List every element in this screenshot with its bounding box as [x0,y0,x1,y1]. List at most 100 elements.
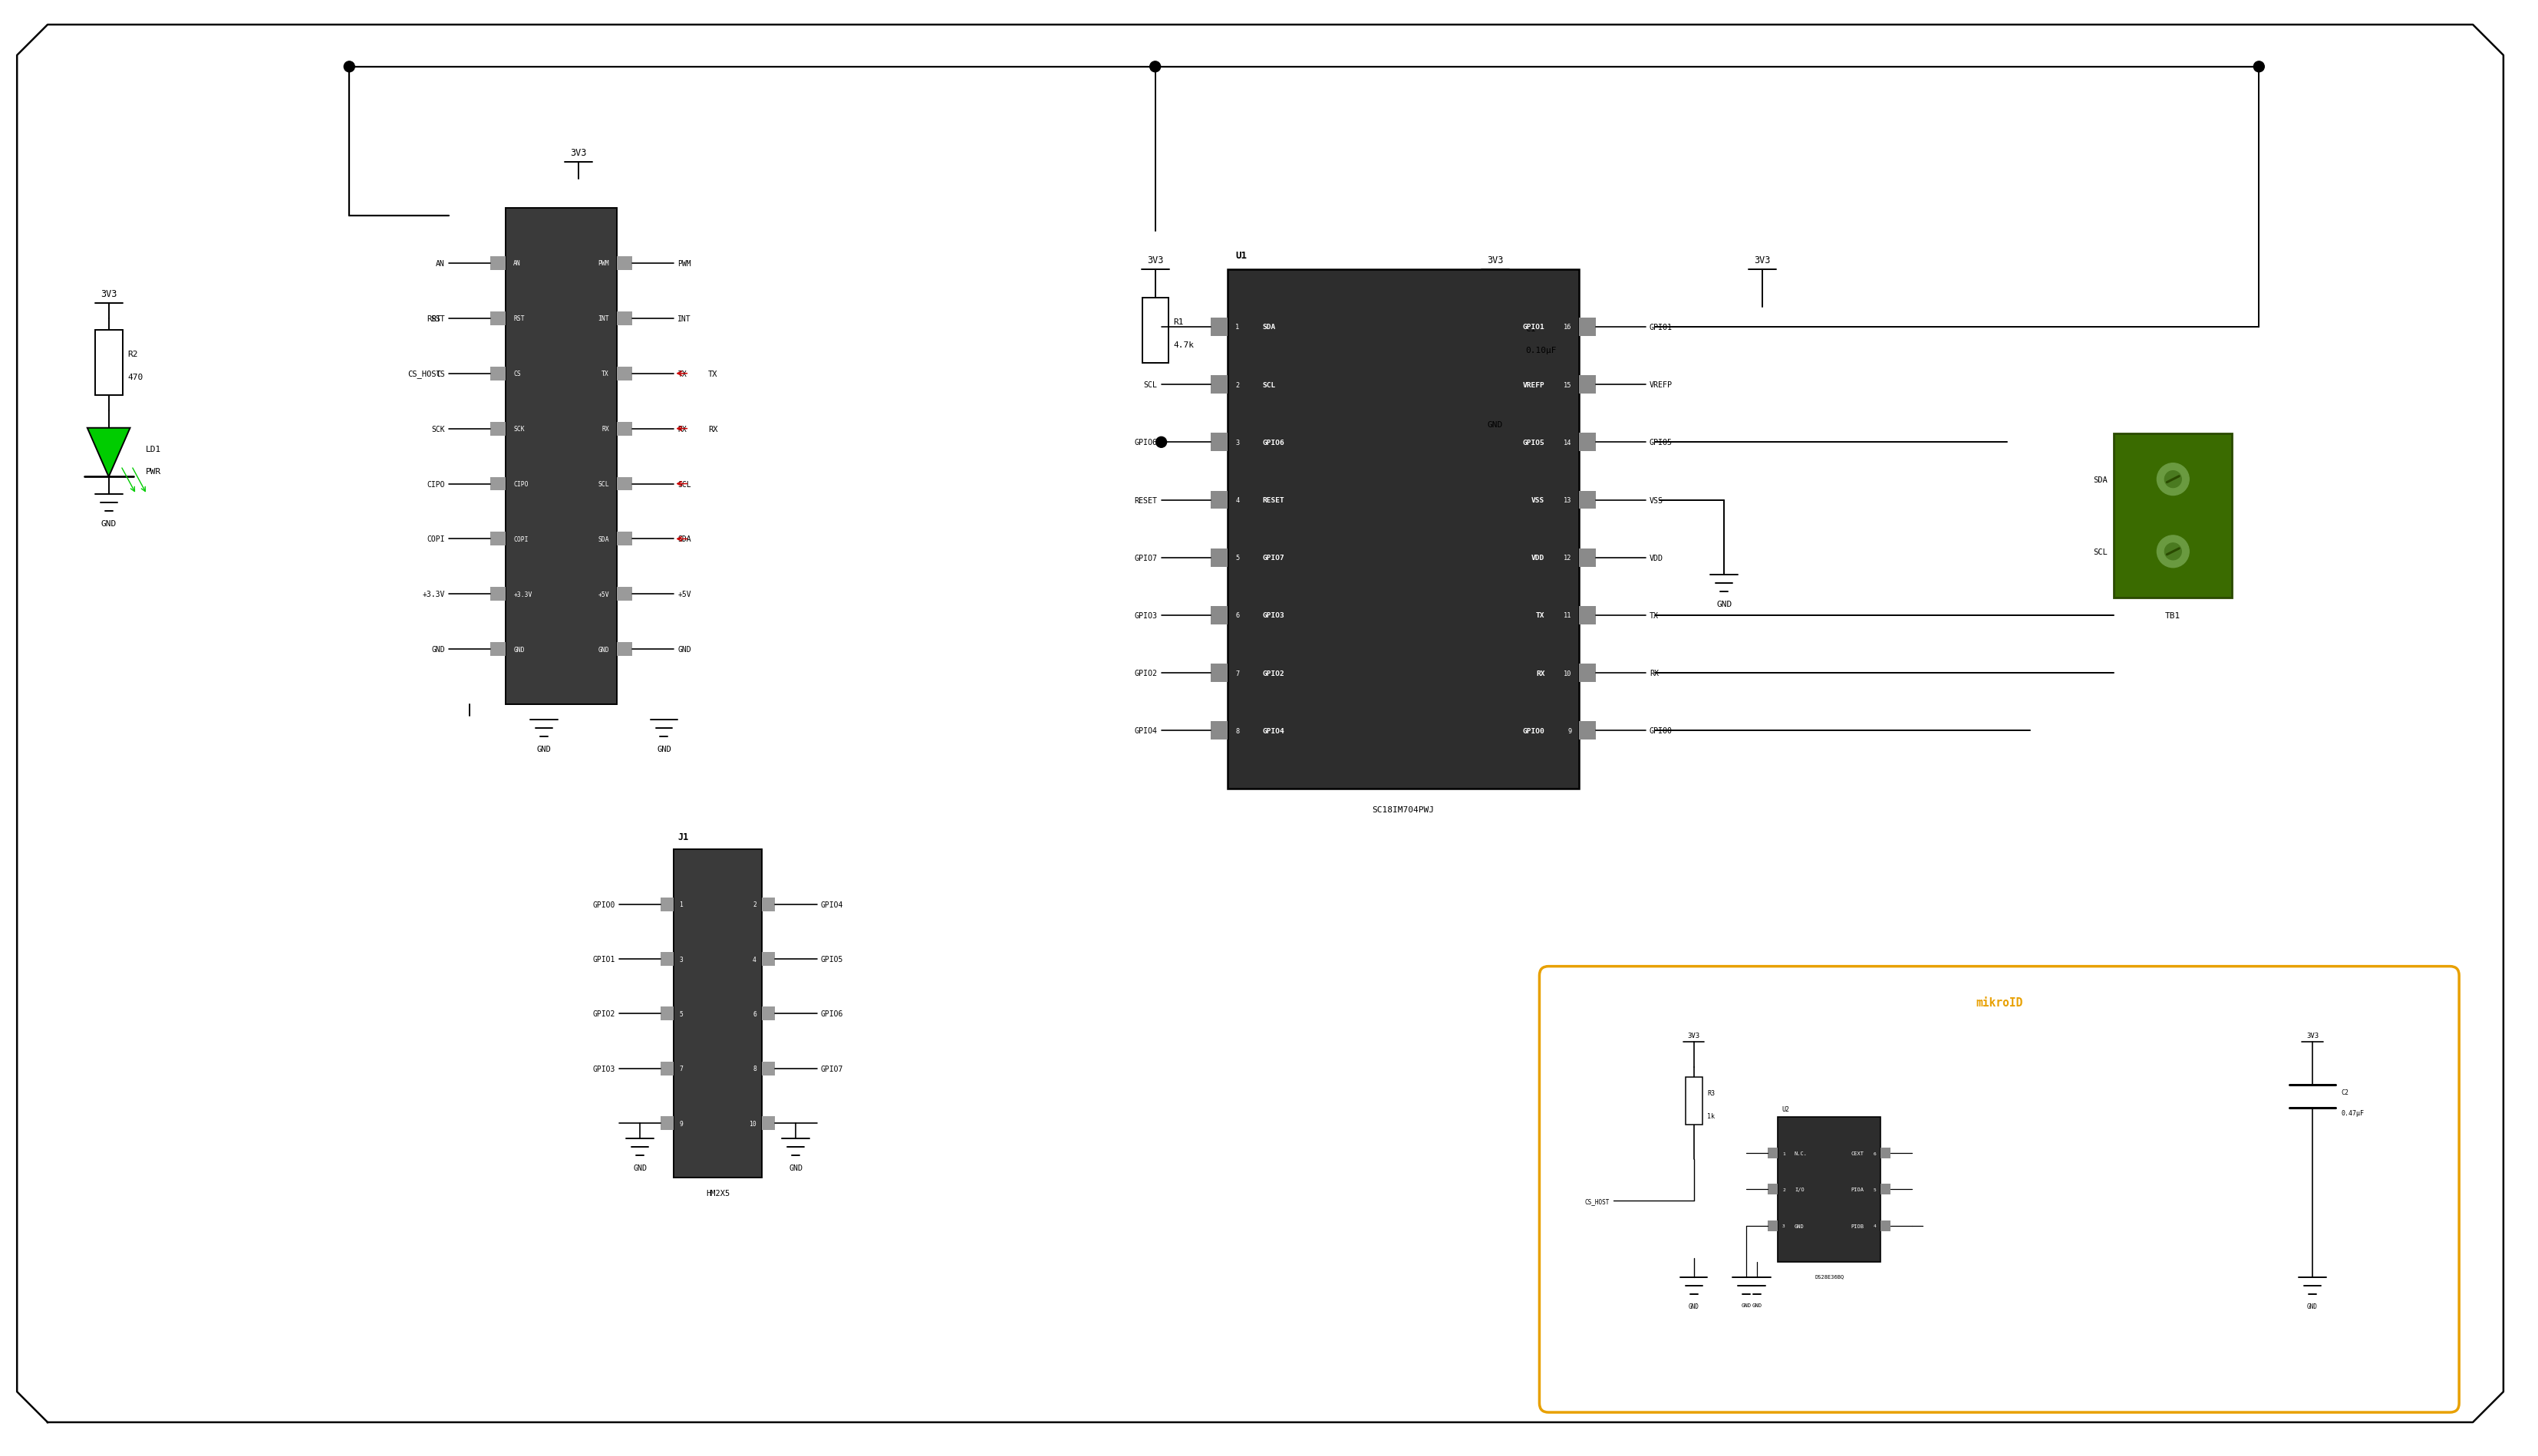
Bar [1579,491,1596,510]
Bar [617,312,632,326]
Bar [1769,1220,1777,1232]
Text: +3.3V: +3.3V [421,591,444,598]
Bar [617,422,632,435]
Bar [1211,491,1228,510]
Text: GND: GND [1741,1303,1751,1307]
Text: GPIO5: GPIO5 [1523,440,1546,446]
Text: GND: GND [789,1163,802,1172]
Text: GND: GND [599,646,609,654]
Bar [1228,269,1579,789]
Text: GND: GND [1716,600,1731,607]
Bar [1142,298,1167,364]
Bar [1211,607,1228,625]
Text: N.C.: N.C. [1794,1150,1807,1156]
Text: 3V3: 3V3 [1147,255,1162,265]
Text: 10: 10 [749,1120,756,1127]
Text: 3V3: 3V3 [571,149,586,159]
Bar [1881,1220,1891,1232]
Text: 3V3: 3V3 [1487,255,1502,265]
Text: C2: C2 [2343,1089,2350,1096]
Text: 14: 14 [1563,440,1571,446]
Text: GPIO7: GPIO7 [820,1064,843,1073]
Text: GPIO2: GPIO2 [591,1010,614,1018]
Text: 1: 1 [680,901,683,909]
Text: TX: TX [708,370,718,377]
Text: 4: 4 [1236,496,1239,504]
Text: GPIO0: GPIO0 [1650,727,1673,735]
Text: 2: 2 [1236,381,1239,389]
Text: R3: R3 [1708,1089,1716,1096]
Text: GPIO1: GPIO1 [1523,323,1546,331]
Text: GND: GND [1688,1303,1698,1309]
Bar [490,588,505,601]
Text: GND: GND [1751,1303,1761,1307]
Text: C1: C1 [1525,325,1535,333]
Text: RX: RX [602,425,609,432]
Circle shape [1155,437,1167,448]
Text: 0.10μF: 0.10μF [1525,347,1556,354]
Text: 16: 16 [1563,323,1571,331]
Text: 1k: 1k [1708,1112,1716,1120]
Text: RST: RST [513,316,525,322]
Text: TX: TX [602,370,609,377]
Text: RX: RX [708,425,718,432]
Bar [1579,664,1596,683]
Text: GPIO2: GPIO2 [1261,670,1284,677]
Text: GPIO7: GPIO7 [1134,555,1157,562]
Text: GPIO3: GPIO3 [1134,612,1157,619]
Text: 8: 8 [754,1066,756,1072]
Bar [1685,1077,1703,1124]
Bar [1211,434,1228,451]
Bar [761,1061,774,1076]
Text: AN: AN [437,259,444,268]
Bar [617,367,632,381]
Text: 13: 13 [1563,496,1571,504]
Text: GPIO7: GPIO7 [1261,555,1284,562]
Text: 10: 10 [1563,670,1571,677]
Text: 6: 6 [1236,612,1239,619]
Text: VREFP: VREFP [1523,381,1546,389]
Text: I/O: I/O [1794,1187,1805,1192]
Circle shape [1150,63,1160,73]
Text: R1: R1 [1173,317,1183,326]
Text: 7: 7 [680,1066,683,1072]
Text: GPIO1: GPIO1 [1650,323,1673,331]
Text: GND: GND [513,646,525,654]
Text: GPIO4: GPIO4 [820,901,843,909]
Text: +5V: +5V [599,591,609,598]
Text: 4: 4 [1873,1224,1876,1227]
Text: U1: U1 [1236,250,1246,261]
Bar [675,850,761,1178]
Bar [1579,549,1596,568]
FancyBboxPatch shape [1541,967,2459,1412]
Text: SCK: SCK [431,425,444,432]
Bar [761,897,774,911]
Text: COPI: COPI [513,536,528,543]
Text: 3V3: 3V3 [1688,1032,1700,1040]
Bar [617,588,632,601]
Bar [490,422,505,435]
Text: GPIO2: GPIO2 [1134,670,1157,677]
Text: 8: 8 [1236,728,1239,734]
Text: VDD: VDD [1650,555,1662,562]
Text: INT: INT [678,314,690,323]
Bar [1579,607,1596,625]
Text: SCL: SCL [678,480,690,488]
Text: GND: GND [678,646,690,654]
Text: SDA: SDA [1145,323,1157,331]
Text: GPIO3: GPIO3 [1261,612,1284,619]
Text: SCK: SCK [513,425,525,432]
Text: J1: J1 [678,833,688,842]
Text: CIPO: CIPO [513,480,528,488]
Text: GND: GND [632,1163,647,1172]
Text: GPIO5: GPIO5 [1650,438,1673,447]
Text: SDA: SDA [2094,476,2107,483]
Text: R2: R2 [127,349,137,358]
Bar [490,533,505,546]
Text: COPI: COPI [426,536,444,543]
Text: GPIO4: GPIO4 [1134,727,1157,735]
Text: TX: TX [1650,612,1660,619]
Text: 3: 3 [1236,440,1239,446]
Text: GND: GND [102,520,117,527]
Text: GND: GND [431,646,444,654]
